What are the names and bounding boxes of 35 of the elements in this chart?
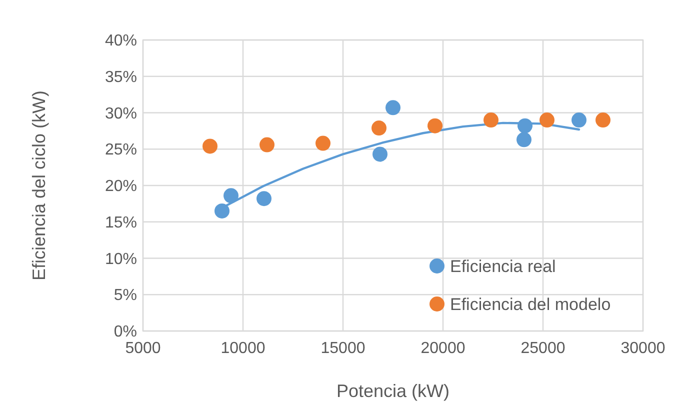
- y-tick-label: 40%: [104, 32, 137, 50]
- point: [540, 112, 554, 128]
- x-tick-label: 30000: [620, 340, 666, 357]
- point: [372, 120, 386, 136]
- x-tick-label: 20000: [420, 340, 466, 357]
- point: [596, 112, 610, 128]
- x-tick-label: 10000: [220, 340, 266, 357]
- point: [484, 112, 498, 128]
- point: [428, 118, 442, 134]
- point: [386, 100, 400, 116]
- x-tick-label: 5000: [125, 340, 161, 357]
- y-tick-label: 30%: [104, 105, 137, 122]
- point: [372, 146, 388, 162]
- x-tick-label: 25000: [520, 340, 566, 357]
- y-tick-label: 0%: [114, 324, 137, 341]
- y-tick-label: 20%: [104, 178, 137, 196]
- point: [202, 138, 218, 154]
- point: [224, 188, 238, 204]
- point: [214, 203, 230, 218]
- point: [260, 137, 274, 152]
- y-tick-label: 25%: [104, 142, 137, 159]
- y-tick-label: 35%: [104, 68, 137, 86]
- y-axis-title: Eficiencia del ciclo (kW): [29, 90, 49, 281]
- y-tick-label: 15%: [104, 214, 137, 232]
- point: [316, 136, 330, 151]
- y-tick-label: 10%: [104, 250, 137, 268]
- point: [572, 112, 586, 128]
- point: [256, 191, 272, 206]
- x-tick-label: 15000: [320, 340, 366, 357]
- y-tick-label: 5%: [114, 287, 137, 304]
- legend-label: Eficiencia real: [450, 256, 556, 276]
- legend-label: Eficiencia del modelo: [450, 294, 611, 314]
- x-axis-title: Potencia (kW): [336, 381, 450, 401]
- point: [518, 118, 532, 134]
- point: [516, 132, 532, 148]
